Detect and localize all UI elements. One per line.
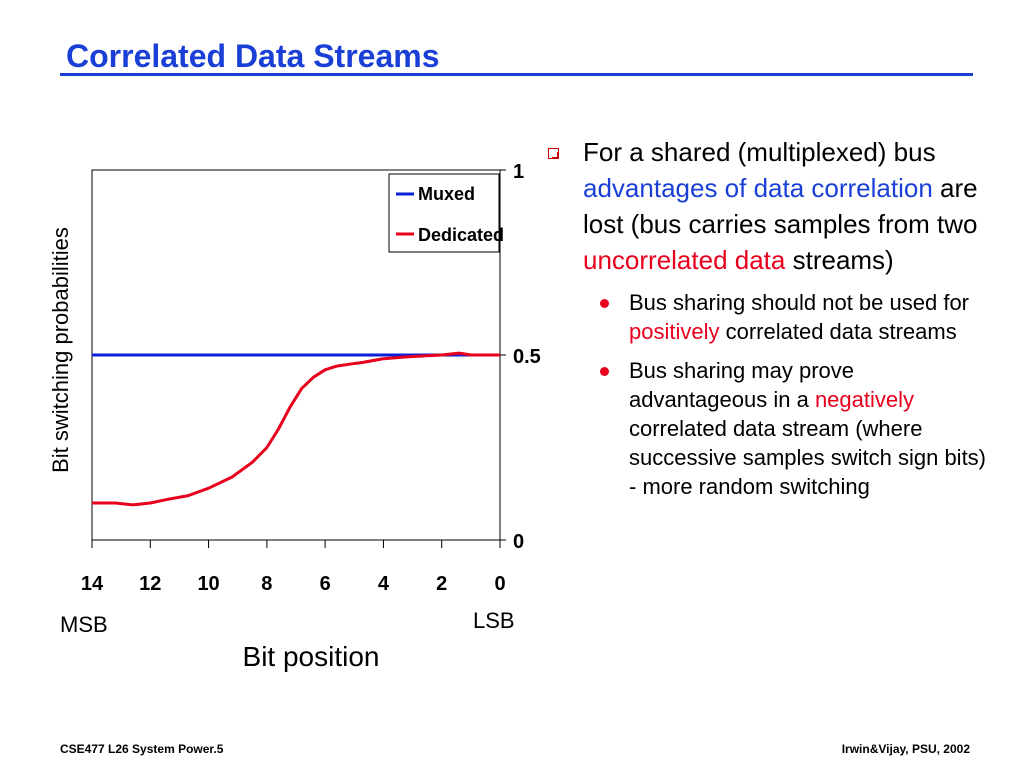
legend-label-muxed: Muxed — [418, 184, 475, 204]
x-axis: 14 12 10 8 6 4 2 0 — [81, 540, 506, 595]
subbullet-positive: Bus sharing should not be used for posit… — [545, 288, 995, 346]
msb-label: MSB — [60, 612, 108, 637]
highlight-text: advantages of data correlation — [583, 173, 933, 203]
bullet-text: Bus sharing may prove advantageous in a — [629, 358, 854, 412]
dot-bullet-icon — [600, 299, 609, 308]
y-tick-label: 0 — [513, 531, 524, 553]
x-tick-label: 2 — [436, 573, 447, 595]
x-tick-label: 0 — [494, 573, 505, 595]
lsb-label: LSB — [473, 608, 515, 633]
x-tick-label: 12 — [139, 573, 161, 595]
bullet-text: streams) — [785, 245, 894, 275]
x-axis-label: Bit position — [243, 641, 380, 672]
series-line-dedicated — [92, 351, 500, 507]
y-axis-label: Bit switching probabilities — [48, 227, 73, 473]
footer-course: CSE477 L26 System Power.5 — [60, 742, 224, 756]
bullet-text: For a shared (multiplexed) bus — [583, 137, 936, 167]
bullet-text: correlated data stream (where successive… — [629, 416, 987, 499]
x-tick-label: 8 — [261, 573, 272, 595]
bullet-text: correlated data streams — [719, 319, 957, 344]
y-axis: 00.51 — [499, 161, 541, 553]
legend-box — [388, 173, 500, 253]
legend-label-dedicated: Dedicated — [418, 225, 504, 245]
dot-bullet-icon — [600, 367, 609, 376]
series-group — [92, 351, 500, 507]
x-tick-label: 6 — [320, 573, 331, 595]
x-tick-label: 4 — [378, 573, 390, 595]
checkbox-bullet-icon — [548, 148, 559, 159]
y-tick-label: 0.5 — [513, 346, 541, 368]
footer-credit: Irwin&Vijay, PSU, 2002 — [841, 742, 970, 756]
legend: Muxed Dedicated — [388, 173, 504, 253]
bullet-shared-bus: For a shared (multiplexed) bus advantage… — [545, 134, 995, 278]
slide-title: Correlated Data Streams — [66, 38, 440, 74]
highlight-text: negatively — [814, 387, 915, 412]
x-tick-label: 14 — [81, 573, 104, 595]
highlight-text: uncorrelated data — [583, 245, 786, 275]
highlight-text: positively — [629, 319, 720, 344]
x-tick-label: 10 — [197, 573, 219, 595]
subbullet-negative: Bus sharing may prove advantageous in a … — [545, 356, 995, 501]
title-underline — [60, 73, 973, 76]
y-tick-label: 1 — [513, 161, 524, 183]
bullet-text: Bus sharing should not be used for — [629, 290, 970, 315]
bullet-list: For a shared (multiplexed) bus advantage… — [545, 134, 995, 501]
bullet-text: are lost (bus carries samples from two — [583, 173, 978, 239]
